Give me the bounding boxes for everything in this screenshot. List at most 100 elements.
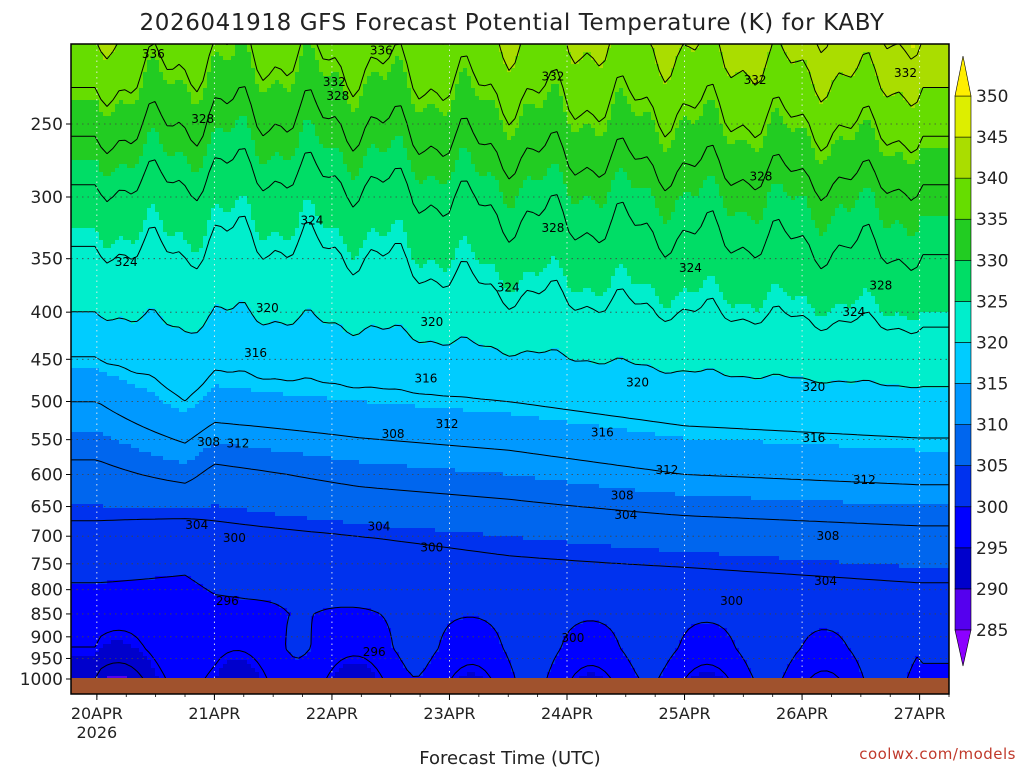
field-cell — [159, 292, 164, 297]
field-cell — [87, 616, 92, 621]
field-cell — [155, 508, 160, 513]
field-cell — [103, 556, 108, 561]
field-cell — [103, 204, 108, 209]
field-cell — [87, 548, 92, 553]
field-cell — [159, 596, 164, 601]
field-cell — [127, 524, 132, 529]
field-cell — [79, 488, 84, 493]
field-cell — [87, 412, 92, 417]
field-cell — [127, 164, 132, 169]
field-cell — [139, 208, 144, 213]
field-cell — [123, 544, 128, 549]
field-cell — [135, 244, 140, 249]
field-cell — [87, 176, 92, 181]
field-cell — [87, 528, 92, 533]
field-cell — [139, 272, 144, 277]
field-cell — [103, 240, 108, 245]
field-cell — [143, 672, 148, 677]
field-cell — [175, 356, 180, 361]
field-cell — [171, 204, 176, 209]
field-cell — [111, 448, 116, 453]
field-cell — [99, 184, 104, 189]
field-cell — [143, 156, 148, 161]
field-cell — [123, 536, 128, 541]
field-cell — [171, 672, 176, 677]
field-cell — [175, 588, 180, 593]
field-cell — [167, 596, 172, 601]
field-cell — [147, 596, 152, 601]
field-cell — [167, 236, 172, 241]
field-cell — [171, 292, 176, 297]
field-cell — [107, 176, 112, 181]
field-cell — [151, 64, 156, 69]
field-cell — [143, 84, 148, 89]
field-cell — [83, 432, 88, 437]
field-cell — [159, 404, 164, 409]
field-cell — [143, 96, 148, 101]
field-cell — [127, 472, 132, 477]
field-cell — [163, 184, 168, 189]
field-cell — [127, 172, 132, 177]
field-cell — [103, 128, 108, 133]
field-cell — [91, 320, 96, 325]
field-cell — [139, 104, 144, 109]
field-cell — [135, 452, 140, 457]
field-cell — [183, 384, 188, 389]
field-cell — [143, 528, 148, 533]
field-cell — [175, 192, 180, 197]
field-cell — [115, 580, 120, 585]
field-cell — [115, 148, 120, 153]
field-cell — [175, 232, 180, 237]
field-cell — [147, 184, 152, 189]
field-cell — [127, 388, 132, 393]
field-cell — [159, 284, 164, 289]
field-cell — [83, 156, 88, 161]
field-cell — [75, 548, 80, 553]
field-cell — [187, 100, 192, 105]
field-cell — [163, 112, 168, 117]
field-cell — [147, 80, 152, 85]
field-cell — [147, 520, 152, 525]
field-cell — [87, 300, 92, 305]
field-cell — [111, 348, 116, 353]
field-cell — [155, 208, 160, 213]
field-cell — [135, 112, 140, 117]
field-cell — [167, 204, 172, 209]
field-cell — [175, 520, 180, 525]
field-cell — [155, 248, 160, 253]
field-cell — [123, 668, 128, 673]
field-cell — [87, 496, 92, 501]
field-cell — [79, 176, 84, 181]
field-cell — [147, 360, 152, 365]
field-cell — [175, 476, 180, 481]
field-cell — [175, 228, 180, 233]
field-cell — [187, 404, 192, 409]
field-cell — [83, 300, 88, 305]
field-cell — [139, 468, 144, 473]
field-cell — [139, 448, 144, 453]
field-cell — [111, 244, 116, 249]
field-cell — [131, 648, 136, 653]
field-cell — [183, 476, 188, 481]
field-cell — [99, 548, 104, 553]
field-cell — [127, 96, 132, 101]
field-cell — [167, 448, 172, 453]
field-cell — [183, 140, 188, 145]
field-cell — [183, 332, 188, 337]
field-cell — [147, 568, 152, 573]
field-cell — [135, 440, 140, 445]
field-cell — [115, 228, 120, 233]
field-cell — [155, 668, 160, 673]
field-cell — [167, 192, 172, 197]
field-cell — [143, 228, 148, 233]
field-cell — [175, 68, 180, 73]
field-cell — [87, 112, 92, 117]
field-cell — [151, 144, 156, 149]
field-cell — [135, 480, 140, 485]
field-cell — [155, 652, 160, 657]
field-cell — [103, 540, 108, 545]
field-cell — [167, 604, 172, 609]
field-cell — [155, 68, 160, 73]
field-cell — [111, 672, 116, 677]
field-cell — [107, 456, 112, 461]
